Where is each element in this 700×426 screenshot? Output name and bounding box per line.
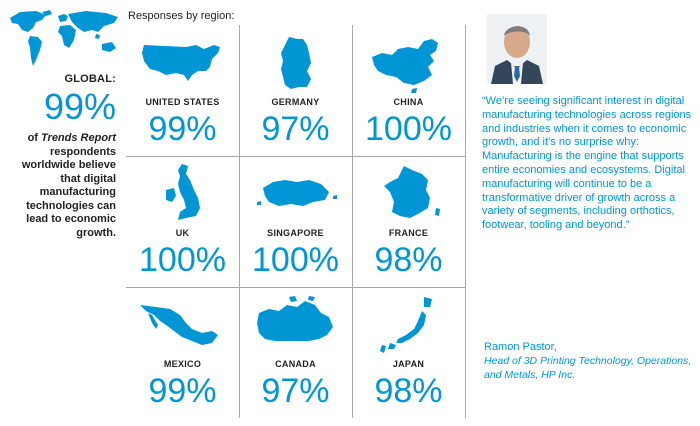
region-cell-japan: JAPAN 98% [352,287,465,417]
region-percent: 99% [148,372,217,410]
region-cell-mexico: MEXICO 99% [126,287,239,417]
global-percent: 99% [43,86,116,127]
grid-divider [352,25,353,418]
france-map-icon [384,166,440,218]
trends-report-emphasis: Trends Report [41,132,116,144]
global-desc-prefix: of [27,132,42,144]
grid-divider [126,287,466,288]
regions-grid: UNITED STATES 99% GERMANY 97% CHINA 100%… [126,25,466,418]
region-percent: 100% [139,241,226,279]
region-percent: 98% [374,241,443,279]
region-cell-canada: CANADA 97% [239,287,352,417]
region-name: MEXICO [163,359,202,369]
global-label: GLOBAL: [64,73,116,85]
region-name: CHINA [393,97,424,107]
japan-map-icon [380,297,432,353]
china-map-icon [372,39,438,93]
region-name: UNITED STATES [145,97,220,107]
quote-author: Ramon Pastor, [484,341,557,353]
region-percent: 100% [252,241,339,279]
quote-author-title: Head of 3D Printing Technology, Operatio… [484,355,692,381]
global-desc-rest: respondents worldwide believe that digit… [21,145,116,239]
region-name: GERMANY [271,97,320,107]
singapore-map-icon [257,180,337,206]
region-name: FRANCE [388,228,429,238]
region-cell-germany: GERMANY 97% [239,25,352,155]
region-percent: 100% [365,110,452,148]
united-states-map-icon [142,45,220,81]
region-percent: 98% [374,372,443,410]
region-cell-united-states: UNITED STATES 99% [126,25,239,155]
region-percent: 97% [261,372,330,410]
region-cell-singapore: SINGAPORE 100% [239,156,352,286]
region-percent: 97% [261,110,330,148]
grid-divider [465,25,466,418]
grid-divider [126,156,466,157]
global-description: of Trends Report respondents worldwide b… [6,132,116,240]
region-name: SINGAPORE [267,228,324,238]
region-name: JAPAN [392,359,425,369]
uk-map-icon [166,164,200,220]
grid-title: Responses by region: [128,10,235,22]
region-name: UK [175,228,190,238]
region-name: CANADA [275,359,316,369]
world-map-icon [10,10,118,66]
region-cell-uk: UK 100% [126,156,239,286]
speaker-portrait [487,14,547,84]
region-percent: 99% [148,110,217,148]
grid-divider [239,25,240,418]
region-cell-china: CHINA 100% [352,25,465,155]
mexico-map-icon [140,305,218,345]
canada-map-icon [257,296,333,341]
region-cell-france: FRANCE 98% [352,156,465,286]
germany-map-icon [281,37,311,89]
quote-text: “We’re seeing significant interest in di… [482,95,692,232]
